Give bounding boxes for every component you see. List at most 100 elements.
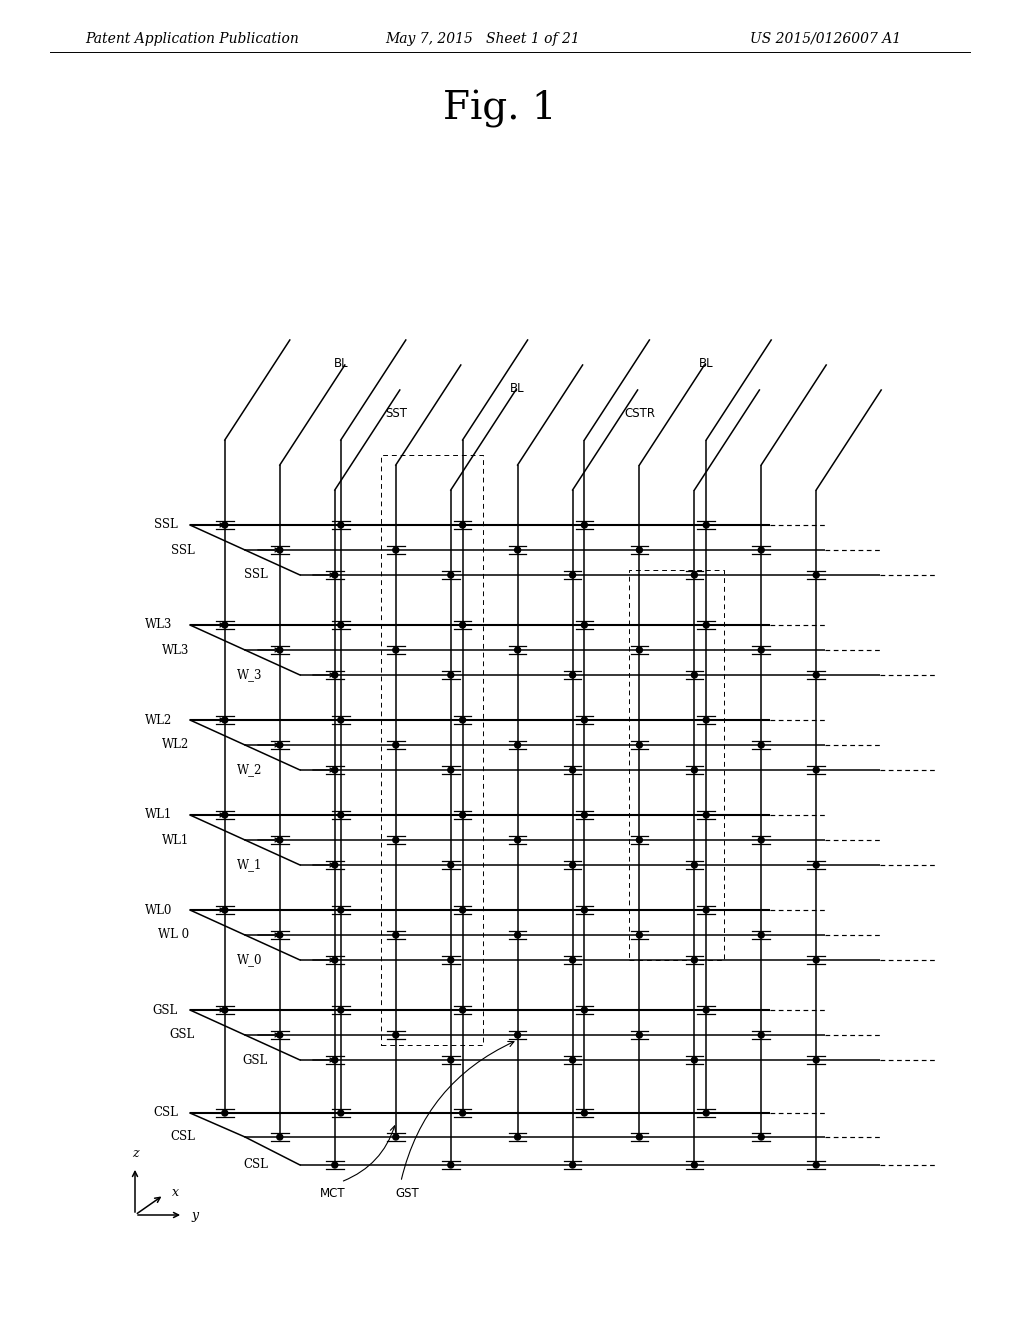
Circle shape	[276, 647, 282, 653]
Circle shape	[460, 812, 465, 818]
Circle shape	[812, 1162, 818, 1168]
Circle shape	[447, 957, 453, 964]
Circle shape	[581, 812, 587, 818]
Circle shape	[691, 957, 697, 964]
Circle shape	[221, 717, 227, 723]
Circle shape	[331, 672, 337, 678]
Circle shape	[691, 767, 697, 774]
Circle shape	[460, 1007, 465, 1012]
Circle shape	[757, 1032, 763, 1038]
Circle shape	[331, 572, 337, 578]
Circle shape	[276, 1134, 282, 1140]
Circle shape	[331, 1057, 337, 1063]
Text: WL1: WL1	[162, 833, 189, 846]
Circle shape	[276, 742, 282, 748]
Circle shape	[392, 546, 398, 553]
Text: WL 0: WL 0	[158, 928, 189, 941]
Circle shape	[581, 717, 587, 723]
Circle shape	[392, 932, 398, 939]
Text: W_2: W_2	[236, 763, 262, 776]
Text: x: x	[172, 1187, 179, 1200]
Circle shape	[221, 1110, 227, 1115]
Circle shape	[392, 647, 398, 653]
Text: SST: SST	[384, 407, 407, 420]
Text: CSL: CSL	[153, 1106, 178, 1119]
Circle shape	[691, 672, 697, 678]
Circle shape	[691, 572, 697, 578]
Circle shape	[276, 1032, 282, 1038]
Circle shape	[515, 837, 520, 843]
Circle shape	[276, 837, 282, 843]
Circle shape	[221, 812, 227, 818]
Circle shape	[812, 572, 818, 578]
Text: US 2015/0126007 A1: US 2015/0126007 A1	[749, 32, 900, 46]
Circle shape	[581, 1110, 587, 1115]
Text: GSL: GSL	[243, 1053, 268, 1067]
Circle shape	[460, 717, 465, 723]
Circle shape	[702, 622, 708, 628]
Circle shape	[460, 1110, 465, 1115]
Circle shape	[337, 812, 343, 818]
Circle shape	[515, 1032, 520, 1038]
Text: May 7, 2015   Sheet 1 of 21: May 7, 2015 Sheet 1 of 21	[384, 32, 579, 46]
Circle shape	[569, 1057, 575, 1063]
Circle shape	[221, 622, 227, 628]
Circle shape	[702, 521, 708, 528]
Circle shape	[581, 521, 587, 528]
Text: GST: GST	[395, 1187, 419, 1200]
Circle shape	[331, 862, 337, 869]
Text: WL3: WL3	[161, 644, 189, 656]
Circle shape	[447, 1162, 453, 1168]
Circle shape	[569, 572, 575, 578]
Circle shape	[569, 672, 575, 678]
Circle shape	[702, 717, 708, 723]
Circle shape	[636, 546, 642, 553]
Text: WL3: WL3	[145, 619, 172, 631]
Text: y: y	[191, 1209, 198, 1221]
Circle shape	[581, 907, 587, 913]
Circle shape	[515, 647, 520, 653]
Circle shape	[702, 1110, 708, 1115]
Text: WL1: WL1	[145, 808, 172, 821]
Circle shape	[812, 672, 818, 678]
Circle shape	[460, 521, 465, 528]
Circle shape	[331, 767, 337, 774]
Circle shape	[337, 1110, 343, 1115]
Circle shape	[515, 742, 520, 748]
Circle shape	[702, 812, 708, 818]
Circle shape	[636, 932, 642, 939]
Circle shape	[691, 1162, 697, 1168]
Circle shape	[812, 862, 818, 869]
Circle shape	[460, 907, 465, 913]
Circle shape	[221, 521, 227, 528]
Circle shape	[569, 1162, 575, 1168]
Circle shape	[447, 862, 453, 869]
Circle shape	[636, 647, 642, 653]
Circle shape	[581, 1007, 587, 1012]
Text: BL: BL	[333, 356, 347, 370]
Circle shape	[331, 957, 337, 964]
Circle shape	[515, 1134, 520, 1140]
Circle shape	[636, 1134, 642, 1140]
Circle shape	[702, 907, 708, 913]
Circle shape	[337, 907, 343, 913]
Circle shape	[581, 622, 587, 628]
Text: BL: BL	[698, 356, 713, 370]
Text: z: z	[131, 1147, 139, 1160]
Text: WL2: WL2	[145, 714, 172, 726]
Circle shape	[392, 1032, 398, 1038]
Text: W_1: W_1	[236, 858, 262, 871]
Circle shape	[757, 742, 763, 748]
Text: BL: BL	[510, 381, 525, 395]
Circle shape	[812, 767, 818, 774]
Circle shape	[569, 957, 575, 964]
Circle shape	[636, 1032, 642, 1038]
Circle shape	[812, 1057, 818, 1063]
Circle shape	[337, 521, 343, 528]
Circle shape	[691, 862, 697, 869]
Circle shape	[276, 932, 282, 939]
Circle shape	[337, 1007, 343, 1012]
Circle shape	[337, 622, 343, 628]
Circle shape	[276, 546, 282, 553]
Circle shape	[221, 907, 227, 913]
